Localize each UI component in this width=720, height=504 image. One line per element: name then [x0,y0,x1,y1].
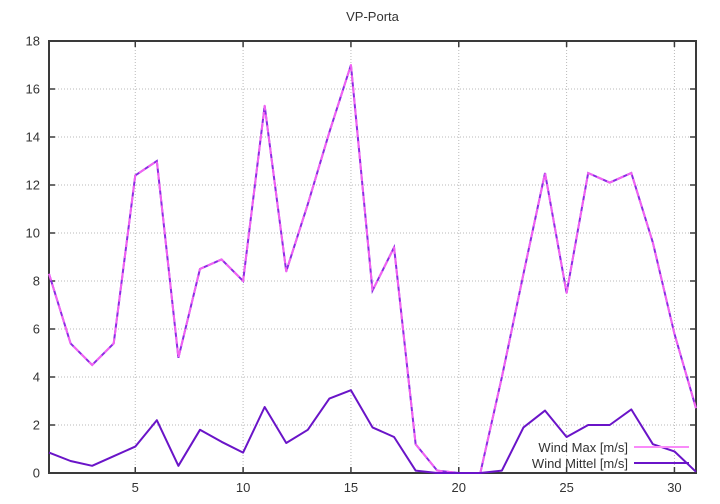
plot-border [48,40,697,474]
y-tick-label: 2 [33,418,40,433]
legend-label-wind-mittel: Wind Mittel [m/s] [531,455,628,471]
grid-lines [49,41,696,473]
wind-mittel-line-sample [634,462,689,464]
axis-ticks [49,40,696,474]
x-tick-label: 25 [559,480,573,495]
x-tick-label: 20 [452,480,466,495]
y-tick-label: 6 [33,322,40,337]
wind-max-line-sample [634,446,689,448]
x-tick-label: 30 [667,480,681,495]
series-wind-max-m-s-line [48,64,697,474]
axis-tick-labels: 5 10 15 20 25 30 0 2 4 6 8 10 12 14 16 18 [26,34,682,496]
chart-title: VP-Porta [346,9,399,24]
x-tick-label: 15 [344,480,358,495]
y-tick-label: 0 [33,466,40,481]
legend-label-wind-max: Wind Max [m/s] [538,439,628,455]
legend-entry-wind-mittel: Wind Mittel [m/s] [532,455,689,471]
legend-entry-wind-max: Wind Max [m/s] [538,439,689,455]
x-tick-label: 5 [132,480,139,495]
y-tick-label: 18 [26,34,40,49]
y-tick-label: 4 [33,370,40,385]
y-tick-label: 14 [26,130,40,145]
y-tick-label: 10 [26,226,40,241]
y-tick-label: 8 [33,274,40,289]
series-wind-mittel-m-s-line [48,389,697,474]
y-tick-label: 16 [26,82,40,97]
y-tick-label: 12 [26,178,40,193]
x-tick-label: 10 [236,480,250,495]
